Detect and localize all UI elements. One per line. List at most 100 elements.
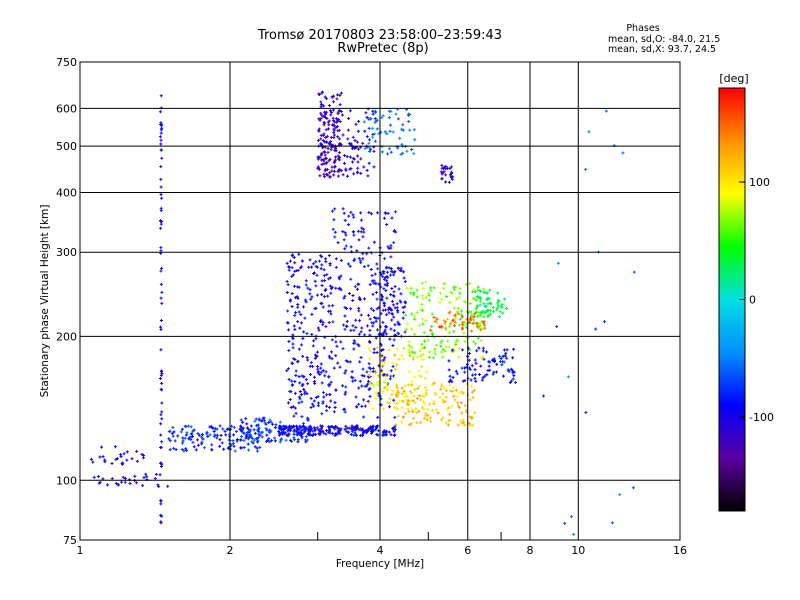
- echo-point: [463, 423, 467, 427]
- echo-point: [239, 424, 243, 428]
- echo-point: [293, 406, 297, 410]
- echo-point: [369, 383, 373, 387]
- echo-point: [368, 373, 372, 377]
- echo-point: [293, 314, 297, 318]
- echo-point: [388, 377, 392, 381]
- echo-point: [415, 295, 419, 299]
- echo-point: [288, 429, 292, 433]
- echo-point: [336, 429, 340, 433]
- echo-point: [453, 320, 457, 324]
- echo-point: [327, 119, 331, 123]
- echo-point: [296, 360, 300, 364]
- echo-point: [344, 429, 348, 433]
- echo-point: [382, 287, 386, 291]
- echo-point: [329, 143, 333, 147]
- echo-point: [408, 354, 412, 358]
- echo-point: [448, 310, 452, 314]
- x-tick-label: 4: [377, 544, 384, 557]
- echo-point: [285, 433, 289, 437]
- echo-point: [438, 395, 442, 399]
- echo-point: [347, 214, 351, 218]
- echo-point: [432, 400, 436, 404]
- echo-point: [159, 513, 163, 517]
- echo-point: [257, 436, 261, 440]
- echo-point: [485, 373, 489, 377]
- echo-point: [338, 365, 342, 369]
- echo-point: [433, 352, 437, 356]
- echo-point: [468, 352, 472, 356]
- echo-point: [388, 397, 392, 401]
- echo-point: [302, 375, 306, 379]
- echo-point: [495, 362, 499, 366]
- x-tick-label: 6: [464, 544, 471, 557]
- echo-point: [357, 344, 361, 348]
- echo-point: [450, 348, 454, 352]
- echo-point: [316, 350, 320, 354]
- echo-point: [382, 331, 386, 335]
- echo-point: [389, 267, 393, 271]
- echo-point: [429, 289, 433, 293]
- echo-point: [368, 146, 372, 150]
- echo-point: [383, 130, 387, 134]
- echo-point: [296, 268, 300, 272]
- echo-point: [456, 404, 460, 408]
- echo-point: [270, 439, 274, 443]
- echo-point: [280, 437, 284, 441]
- echo-point: [440, 339, 444, 343]
- echo-point: [241, 430, 245, 434]
- echo-point: [460, 366, 464, 370]
- echo-point: [460, 313, 464, 317]
- echo-point: [441, 416, 445, 420]
- echo-point: [342, 238, 346, 242]
- echo-point: [103, 458, 107, 462]
- echo-point: [304, 378, 308, 382]
- echo-point: [456, 423, 460, 427]
- echo-point: [92, 475, 96, 479]
- echo-point: [194, 448, 198, 452]
- echo-point: [319, 137, 323, 141]
- echo-point: [319, 370, 323, 374]
- echo-point: [426, 338, 430, 342]
- echo-point: [621, 151, 625, 155]
- echo-point: [120, 462, 124, 466]
- echo-point: [455, 310, 459, 314]
- echo-point: [365, 370, 369, 374]
- echo-point: [360, 326, 364, 330]
- echo-point: [367, 339, 371, 343]
- echo-point: [329, 380, 333, 384]
- echo-point: [458, 291, 462, 295]
- echo-point: [443, 349, 447, 353]
- echo-point: [386, 211, 390, 215]
- echo-point: [491, 306, 495, 310]
- echo-point: [317, 401, 321, 405]
- echo-point: [159, 185, 163, 189]
- echo-point: [89, 457, 93, 461]
- echo-point: [489, 309, 493, 313]
- echo-point: [442, 398, 446, 402]
- echo-point: [385, 279, 389, 283]
- echo-point: [319, 117, 323, 121]
- echo-point: [296, 320, 300, 324]
- echo-point: [395, 347, 399, 351]
- echo-point: [233, 449, 237, 453]
- echo-point: [200, 433, 204, 437]
- echo-point: [453, 313, 457, 317]
- echo-point: [357, 256, 361, 260]
- echo-point: [181, 441, 185, 445]
- echo-point: [420, 346, 424, 350]
- echo-point: [362, 165, 366, 169]
- echo-point: [460, 327, 464, 331]
- echo-point: [421, 322, 425, 326]
- echo-point: [273, 426, 277, 430]
- echo-point: [352, 259, 356, 263]
- echo-point: [418, 421, 422, 425]
- echo-point: [354, 122, 358, 126]
- echo-point: [428, 416, 432, 420]
- echo-point: [412, 128, 416, 132]
- echo-point: [324, 432, 328, 436]
- echo-point: [160, 290, 164, 294]
- echo-point: [320, 103, 324, 107]
- echo-point: [321, 305, 325, 309]
- echo-point: [293, 261, 297, 265]
- echo-point: [246, 442, 250, 446]
